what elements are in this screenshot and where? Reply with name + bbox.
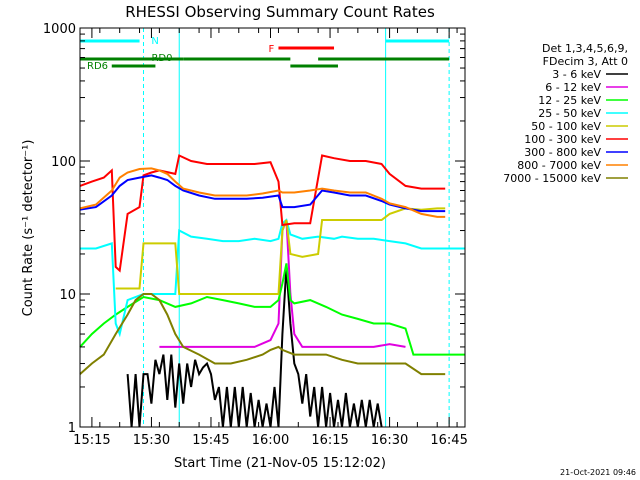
legend-label: 7000 - 15000 keV — [503, 172, 601, 185]
flag-label: N — [151, 36, 158, 47]
legend-label: 100 - 300 keV — [524, 133, 601, 146]
x-axis: 15:15 15:30 15:45 16:00 16:15 16:30 16:45 — [73, 28, 468, 448]
legend: Det 1,3,4,5,6,9,FDecim 3, Att 03 - 6 keV… — [503, 42, 628, 185]
series-line — [79, 293, 446, 376]
legend-label: 25 - 50 keV — [538, 107, 601, 120]
y-axis-label: Count Rate (s⁻¹ detector⁻¹) — [21, 140, 36, 317]
series-line — [80, 218, 465, 338]
series-line — [79, 174, 446, 213]
y-tick-label: 10 — [59, 288, 76, 303]
series-line — [115, 207, 446, 295]
legend-label: 300 - 800 keV — [524, 146, 601, 159]
legend-label: 800 - 7000 keV — [517, 159, 601, 172]
x-tick-label: 15:15 — [73, 433, 110, 448]
x-tick-label: 16:00 — [252, 433, 289, 448]
x-tick-label: 16:45 — [430, 433, 467, 448]
series-lines — [79, 154, 465, 428]
flag-label: RD0 — [151, 53, 172, 64]
y-tick-label: 1 — [68, 421, 76, 436]
x-tick-label: 15:45 — [192, 433, 229, 448]
legend-label: 12 - 25 keV — [538, 94, 601, 107]
legend-label: 6 - 12 keV — [545, 81, 601, 94]
legend-label: 50 - 100 keV — [531, 120, 601, 133]
footer-stamp: 21-Oct-2021 09:46 — [560, 468, 636, 477]
flag-label: RD6 — [87, 61, 108, 72]
plot-frame — [79, 27, 466, 428]
x-axis-label: Start Time (21-Nov-05 15:12:02) — [174, 456, 386, 471]
series-line — [79, 154, 446, 273]
legend-header: FDecim 3, Att 0 — [543, 55, 628, 68]
legend-label: 3 - 6 keV — [552, 68, 601, 81]
x-tick-label: 15:30 — [133, 433, 170, 448]
flag-bars: N F RD0 RD6 — [80, 36, 450, 72]
chart-title: RHESSI Observing Summary Count Rates — [125, 3, 435, 21]
y-tick-label: 100 — [51, 155, 76, 170]
x-tick-label: 16:15 — [311, 433, 348, 448]
y-tick-label: 1000 — [43, 22, 76, 37]
series-line — [79, 263, 465, 356]
x-tick-label: 16:30 — [371, 433, 408, 448]
flag-label: F — [268, 44, 274, 55]
vertical-marker-lines — [79, 28, 450, 427]
legend-header: Det 1,3,4,5,6,9, — [542, 42, 628, 55]
series-line — [79, 167, 446, 218]
y-axis: 1 10 100 1000 — [43, 22, 465, 436]
